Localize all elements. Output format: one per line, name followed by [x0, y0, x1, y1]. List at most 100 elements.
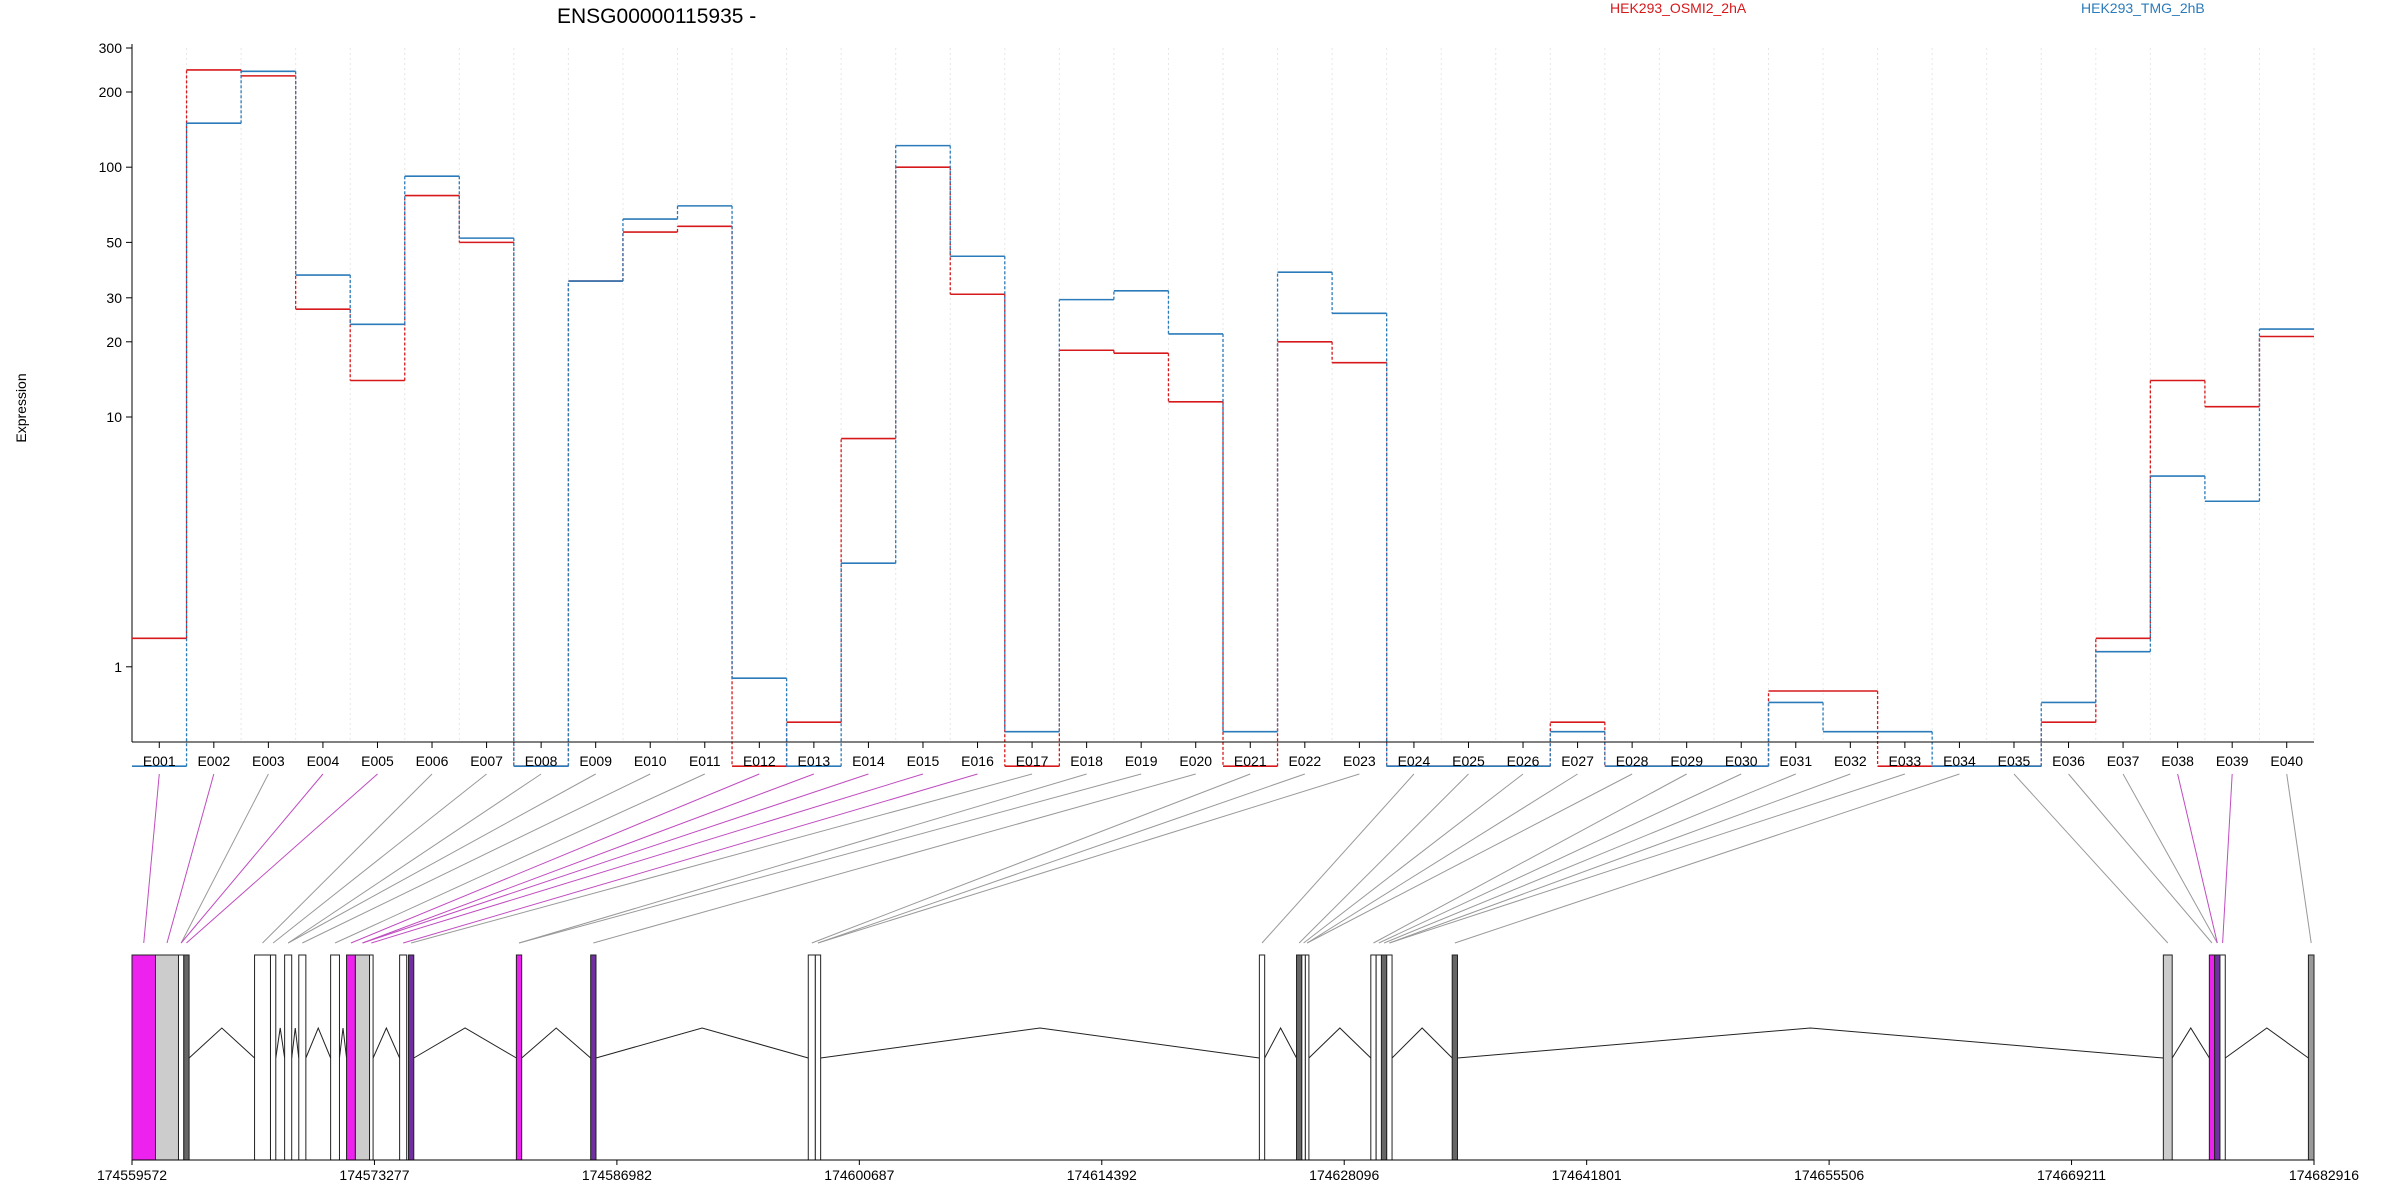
exon-box — [2162, 954, 2173, 1161]
exon-box — [354, 954, 371, 1161]
x-tick-label: E021 — [1234, 753, 1267, 769]
exon-connector-E030 — [1378, 773, 1742, 944]
exon-connector-E017 — [410, 773, 1033, 944]
legend-entry-osmi2: HEK293_OSMI2_2hA — [1610, 0, 1747, 16]
y-tick-label: 1 — [114, 659, 122, 675]
exon-box — [1380, 954, 1388, 1161]
genomic-tick-label: 174600687 — [824, 1167, 894, 1183]
exon-connector-E033 — [1389, 773, 1906, 944]
exon-connector-E012 — [350, 773, 760, 944]
exon-box — [183, 954, 190, 1161]
exon-connector-E023 — [817, 773, 1360, 944]
exon-connector-E001 — [143, 773, 160, 944]
exon-connector-E032 — [1389, 773, 1851, 944]
intron-line — [1457, 1027, 2164, 1059]
x-tick-label: E034 — [1943, 753, 1976, 769]
x-tick-label: E003 — [252, 753, 285, 769]
exon-connector-E036 — [2068, 773, 2213, 944]
exon-box — [1304, 954, 1310, 1161]
exon-box — [154, 954, 179, 1161]
x-tick-label: E023 — [1343, 753, 1376, 769]
exon-connector-E005 — [186, 773, 378, 944]
y-tick-label: 30 — [106, 290, 122, 306]
y-axis: 1 10 20 30 50 100 200 300 — [99, 40, 133, 742]
x-tick-label: E020 — [1179, 753, 1212, 769]
exon-box — [814, 954, 822, 1161]
exon-box — [2208, 954, 2216, 1161]
x-tick-label: E005 — [361, 753, 394, 769]
x-tick-label: E014 — [852, 753, 885, 769]
x-tick-label: E008 — [525, 753, 558, 769]
exon-connector-E038 — [2177, 773, 2218, 944]
exon-box — [1301, 954, 1306, 1161]
x-tick-label: E036 — [2052, 753, 2085, 769]
exon-box — [346, 954, 356, 1161]
exon-box — [1296, 954, 1303, 1161]
intron-line — [2224, 1027, 2309, 1059]
exon-connector-E007 — [272, 773, 487, 944]
exon-connector-E016 — [403, 773, 978, 944]
genomic-tick-label: 174628096 — [1309, 1167, 1379, 1183]
exon-box — [1370, 954, 1377, 1161]
chart-title: ENSG00000115935 - — [557, 5, 756, 28]
exon-connector-E027 — [1306, 773, 1578, 944]
exon-box — [177, 954, 185, 1161]
intron-line — [1264, 1026, 1297, 1059]
x-tick-label: E033 — [1889, 753, 1922, 769]
x-tick-label: E028 — [1616, 753, 1649, 769]
exon-box — [399, 954, 408, 1161]
exon-connector-E004 — [180, 773, 324, 944]
exon-connector-E031 — [1383, 773, 1796, 944]
exon-connector-E020 — [593, 773, 1196, 944]
exon-box — [284, 954, 293, 1161]
exon-box — [131, 954, 156, 1161]
exon-box — [2307, 954, 2315, 1161]
exon-box — [515, 954, 523, 1161]
exon-connector-E034 — [1454, 773, 1960, 944]
exon-box — [369, 954, 374, 1161]
x-tick-label: E011 — [689, 753, 721, 769]
intron-line — [413, 1027, 517, 1059]
exon-box — [1386, 954, 1393, 1161]
exon-connector-E037 — [2122, 773, 2218, 944]
exon-connectors — [143, 773, 2312, 944]
exon-connector-E008 — [287, 773, 542, 944]
x-tick-label: E030 — [1725, 753, 1758, 769]
x-tick-label: E007 — [470, 753, 503, 769]
exon-connector-E010 — [302, 773, 651, 944]
y-tick-label: 300 — [99, 40, 123, 56]
intron-line — [275, 1027, 286, 1059]
x-tick-label: E026 — [1507, 753, 1540, 769]
x-tick-label: E037 — [2107, 753, 2140, 769]
genomic-tick-label: 174586982 — [582, 1167, 652, 1183]
exon-box — [254, 954, 271, 1161]
genomic-tick-label: 174655506 — [1794, 1167, 1864, 1183]
exon-connector-E015 — [371, 773, 924, 944]
x-axis: E001 E002 E003 E004 E005 E006 E007 E008 E009 E010… — [132, 741, 2314, 769]
exon-box — [1258, 954, 1266, 1161]
exon-connector-E018 — [518, 773, 1087, 944]
x-tick-label: E022 — [1288, 753, 1321, 769]
intron-line — [291, 1027, 300, 1059]
exon-connector-E026 — [1303, 773, 1524, 944]
x-tick-label: E035 — [1998, 753, 2031, 769]
genomic-tick-label: 174669211 — [2037, 1167, 2106, 1183]
genomic-tick-label: 174641801 — [1552, 1167, 1622, 1183]
intron-line — [595, 1027, 809, 1059]
exon-connector-E024 — [1261, 773, 1415, 944]
intron-line — [1308, 1027, 1372, 1059]
exon-box — [2214, 954, 2221, 1161]
exon-connector-E014 — [362, 773, 869, 944]
x-tick-label: E015 — [907, 753, 940, 769]
x-tick-label: E001 — [143, 753, 176, 769]
y-tick-label: 10 — [106, 409, 122, 425]
exon-connector-E003 — [180, 773, 269, 944]
intron-line — [188, 1027, 255, 1059]
x-tick-label: E025 — [1452, 753, 1485, 769]
exon-connector-E006 — [262, 773, 433, 944]
y-tick-label: 20 — [106, 334, 122, 350]
x-tick-label: E017 — [1016, 753, 1049, 769]
x-tick-label: E006 — [416, 753, 449, 769]
exon-connector-E029 — [1373, 773, 1687, 944]
